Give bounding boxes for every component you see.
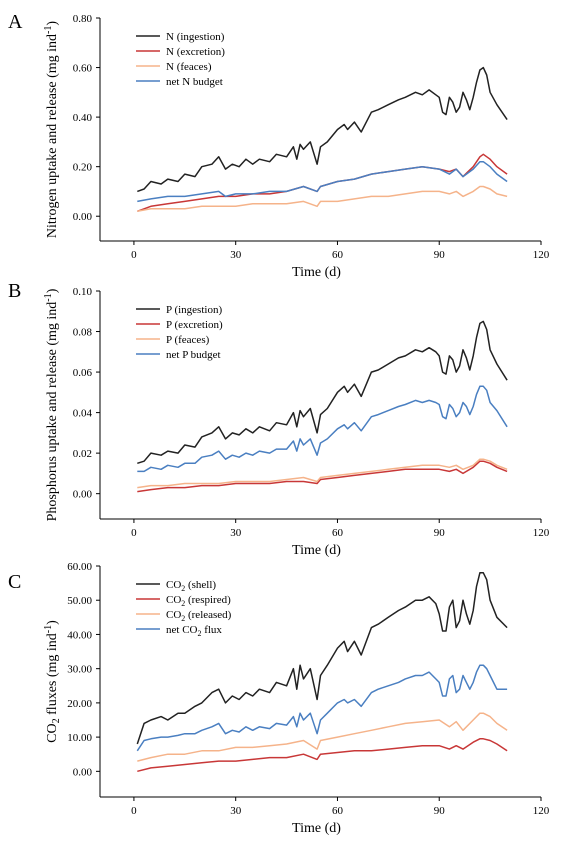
x-tick-label: 0 (131, 805, 137, 817)
series-line (136, 572, 508, 745)
x-tick-label: 90 (434, 527, 446, 539)
y-tick-label: 30.00 (67, 664, 92, 676)
series-line (137, 185, 508, 213)
x-tick-label: 60 (332, 249, 344, 261)
x-tick-label: 120 (533, 527, 550, 539)
x-tick-label: 30 (230, 249, 242, 261)
y-tick-label: 10.00 (67, 732, 92, 744)
x-tick-label: 60 (332, 527, 344, 539)
series-line (137, 385, 508, 473)
panel-c-chart: 0.00 10.00 20.00 30.00 40.00 50.00 60.00 0 30 60 9… (43, 561, 550, 836)
legend-label: P (feaces) (166, 334, 210, 346)
x-tick-label: 90 (434, 805, 446, 817)
y-tick-label: 0.00 (73, 489, 93, 501)
legend-label: P (excretion) (166, 319, 223, 331)
x-axis-title: Time (d) (292, 821, 341, 836)
y-tick-label: 0.04 (73, 408, 93, 420)
y-tick-label: 0.80 (73, 13, 93, 25)
y-tick-label: 0.02 (73, 448, 92, 460)
y-axis-title: Nitrogen uptake and release (mg ind-1) (43, 21, 60, 239)
series-line (136, 664, 508, 752)
legend-label: net CO2 flux (166, 624, 222, 638)
series-line (137, 460, 508, 493)
x-tick-label: 120 (533, 249, 550, 261)
y-tick-label: 0.00 (73, 211, 93, 223)
legend-label: net P budget (166, 349, 221, 361)
legend-label: N (excretion) (166, 46, 225, 58)
panel-b-chart: 0.00 0.02 0.04 0.06 0.08 0.10 0 30 60 90 120 Time (… (43, 286, 550, 558)
y-tick-label: 0.06 (73, 367, 93, 379)
series-line (137, 66, 508, 193)
panel-letter-c: C (8, 571, 21, 593)
y-axis-title: CO2 fluxes (mg ind-1) (43, 620, 62, 743)
series-line (137, 458, 508, 489)
y-tick-label: 20.00 (67, 698, 92, 710)
x-tick-label: 90 (434, 249, 446, 261)
series-line (137, 738, 508, 773)
series-line (137, 320, 508, 465)
y-tick-label: 60.00 (67, 561, 92, 573)
y-tick-label: 0.40 (73, 112, 93, 124)
panel-a-chart: 0.00 0.20 0.40 0.60 0.80 0 30 60 90 120 Time (d) Ni… (43, 13, 550, 280)
x-tick-label: 60 (332, 805, 344, 817)
legend-label: N (feaces) (166, 61, 212, 73)
panel-letter-a: A (8, 11, 23, 33)
x-tick-label: 0 (131, 527, 137, 539)
x-tick-label: 30 (230, 527, 242, 539)
y-tick-label: 0.60 (73, 63, 93, 75)
legend-label: CO2 (shell) (166, 579, 216, 593)
legend-label: net N budget (166, 76, 223, 88)
y-tick-label: 50.00 (67, 595, 92, 607)
x-tick-label: 0 (131, 249, 137, 261)
legend-label: N (ingestion) (166, 31, 225, 43)
series-line (137, 153, 508, 213)
y-tick-label: 0.10 (73, 286, 93, 298)
legend-label: P (ingestion) (166, 304, 222, 316)
legend-label: CO2 (respired) (166, 594, 231, 608)
x-axis-title: Time (d) (292, 543, 341, 558)
x-axis-title: Time (d) (292, 265, 341, 280)
y-tick-label: 0.20 (73, 162, 93, 174)
x-tick-label: 120 (533, 805, 550, 817)
legend-label: CO2 (released) (166, 609, 232, 623)
y-tick-label: 40.00 (67, 629, 92, 641)
y-tick-label: 0.08 (73, 327, 93, 339)
y-axis-title: Phosphorus uptake and release (mg ind-1) (43, 288, 60, 521)
x-tick-label: 30 (230, 805, 242, 817)
series-line (137, 712, 508, 762)
y-tick-label: 0.00 (73, 766, 93, 778)
series-line (137, 160, 508, 203)
panel-letter-b: B (8, 280, 21, 302)
